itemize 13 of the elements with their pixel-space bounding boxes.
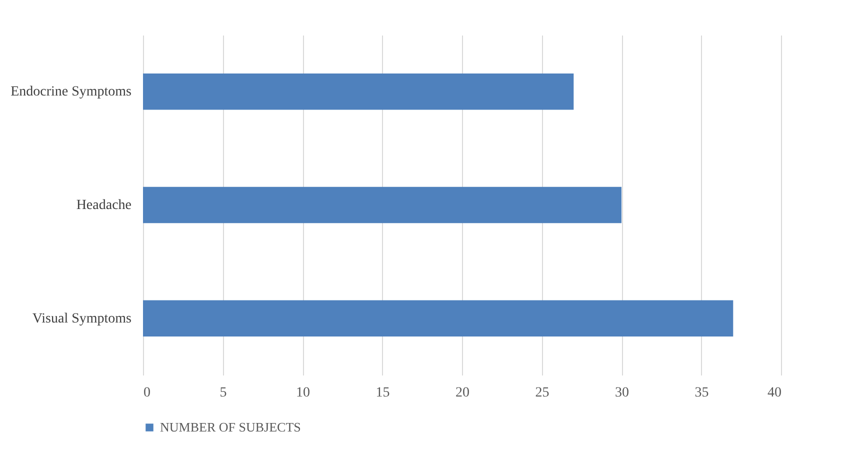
x-tick-label: 35 (694, 386, 709, 400)
x-tick-label: 25 (535, 386, 550, 400)
y-tick-label: Headache (76, 198, 132, 213)
x-tick-label: 30 (615, 386, 629, 400)
y-tick-label: Visual Symptoms (32, 311, 132, 326)
y-tick-label: Endocrine Symptoms (10, 84, 132, 100)
legend-label: NUMBER OF SUBJECTS (160, 420, 301, 434)
x-tick-label: 10 (296, 386, 310, 400)
x-tick-label: 40 (768, 386, 782, 400)
x-tick-label: 20 (456, 386, 470, 400)
x-tick-label: 0 (144, 386, 150, 400)
x-tick-label: 15 (376, 386, 390, 400)
x-tick-label: 5 (220, 386, 227, 400)
